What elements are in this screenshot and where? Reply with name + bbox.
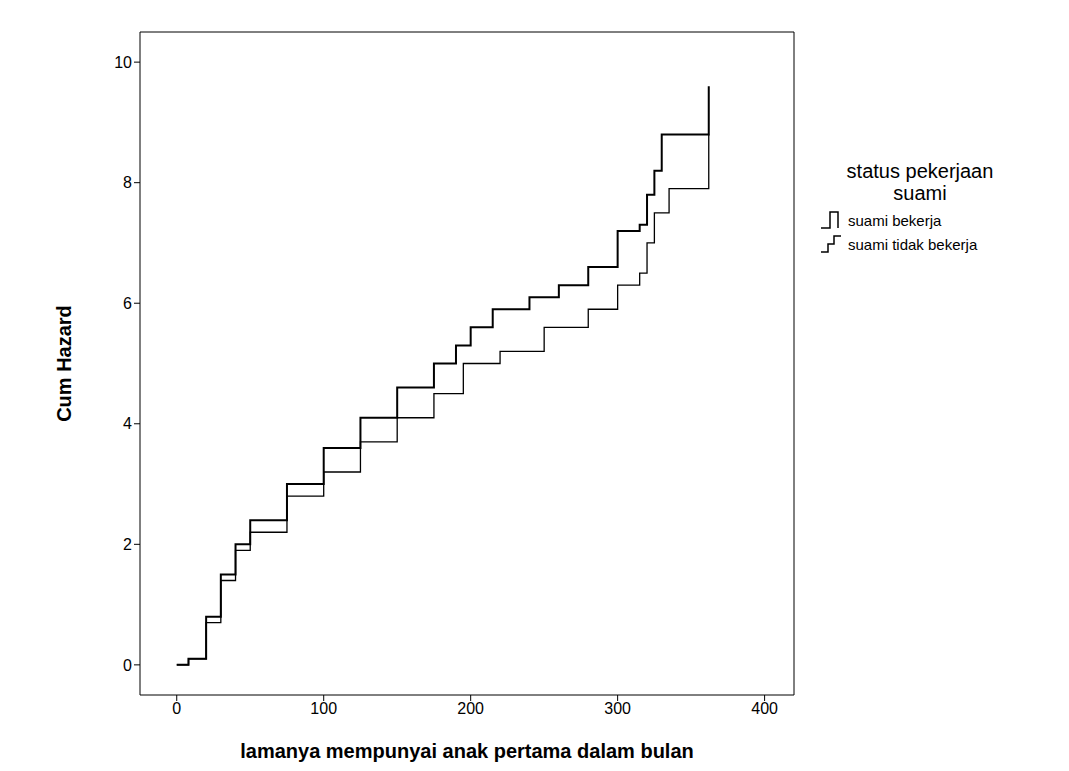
- svg-text:8: 8: [123, 174, 132, 191]
- html-text:status pekerjaan suami: status pekerjaan suami: [846, 160, 994, 204]
- svg-text:lamanya mempunyai anak pertama: lamanya mempunyai anak pertama dalam bul…: [240, 740, 694, 762]
- html-text:suami bekerja: suami bekerja: [848, 211, 942, 229]
- svg-text:100: 100: [310, 700, 337, 717]
- svg-text:4: 4: [123, 415, 132, 432]
- svg-text:0: 0: [123, 657, 132, 674]
- svg-text:300: 300: [604, 700, 631, 717]
- svg-text:10: 10: [114, 54, 132, 71]
- svg-text:400: 400: [751, 700, 778, 717]
- svg-text:200: 200: [457, 700, 484, 717]
- svg-text:2: 2: [123, 536, 132, 553]
- html-text:suami tidak bekerja: suami tidak bekerja: [848, 235, 978, 253]
- svg-text:Cum Hazard: Cum Hazard: [53, 305, 75, 422]
- svg-text:0: 0: [172, 700, 181, 717]
- svg-text:6: 6: [123, 295, 132, 312]
